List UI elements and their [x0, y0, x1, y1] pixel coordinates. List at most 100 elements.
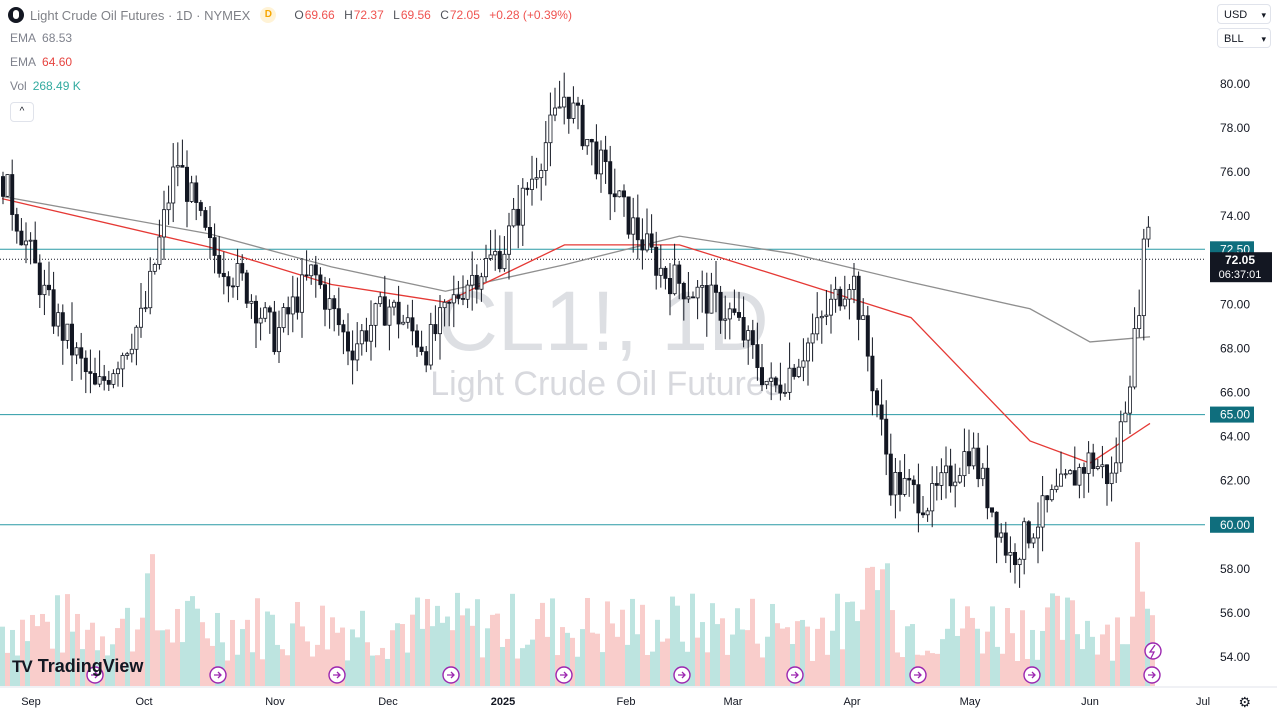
volume-bar	[0, 626, 5, 686]
candle-body	[194, 182, 199, 203]
time-axis[interactable]: Sep Oct Nov Dec 2025 Feb Mar Apr May Jun Jul	[0, 686, 1277, 708]
volume-bar	[540, 602, 545, 686]
volume-bar	[195, 608, 200, 686]
candle-body	[1082, 467, 1087, 474]
volume-bar	[380, 647, 385, 686]
candle-body	[626, 196, 631, 235]
volume-bar	[610, 623, 615, 686]
collapse-legend-button[interactable]: ^	[10, 102, 34, 122]
candle-body	[51, 289, 56, 327]
candle-body	[1132, 328, 1137, 388]
volume-bar	[620, 609, 625, 686]
volume-bar	[635, 634, 640, 686]
volume-bar	[845, 602, 850, 686]
candle-body	[1045, 495, 1050, 501]
volume-bar	[435, 605, 440, 686]
volume-bar	[130, 651, 135, 686]
x-tick-label: Apr	[843, 696, 860, 708]
candle-body	[74, 347, 79, 356]
candle-body	[681, 282, 686, 300]
volume-bar	[345, 660, 350, 686]
volume-bar	[340, 627, 345, 686]
volume-bar	[585, 597, 590, 686]
volume-bar	[360, 610, 365, 686]
volume-bar	[355, 637, 360, 686]
scale-select[interactable]: BLL ▾	[1217, 28, 1271, 48]
last-price-label: 72.05	[1225, 253, 1255, 267]
candle-body	[847, 289, 852, 300]
volume-bar	[625, 644, 630, 686]
symbol-title[interactable]: Light Crude Oil Futures · 1D · NYMEX	[30, 7, 251, 23]
candle-body	[967, 451, 972, 467]
candle-body	[976, 447, 981, 480]
volume-legend[interactable]: Vol 268.49 K	[10, 79, 81, 93]
tradingview-logo[interactable]: TV TradingView	[12, 656, 144, 676]
candle-body	[594, 141, 599, 175]
candle-body	[566, 96, 571, 119]
candle-body	[1137, 315, 1142, 329]
candle-body	[902, 477, 907, 495]
ema-short-line	[1, 197, 1151, 464]
candle-body	[299, 274, 304, 313]
volume-bar	[895, 652, 900, 686]
candle-body	[465, 284, 470, 300]
candle-body	[65, 323, 70, 341]
volume-bar	[1110, 660, 1115, 686]
ema-legend-long[interactable]: EMA 68.53	[10, 31, 73, 45]
volume-bar	[440, 622, 445, 686]
candle-body	[704, 285, 709, 314]
candle-body	[516, 208, 521, 226]
volume-bar	[370, 655, 375, 686]
volume-bar	[1115, 617, 1120, 686]
candle-body	[576, 102, 581, 106]
candle-body	[483, 258, 488, 278]
candle-body	[341, 324, 346, 333]
volume-bar	[890, 610, 895, 686]
currency-select[interactable]: USD ▾	[1217, 4, 1271, 24]
candle-body	[33, 239, 38, 264]
symbol-icon[interactable]	[8, 7, 24, 23]
volume-bar	[925, 650, 930, 686]
volume-bar	[170, 642, 175, 686]
volume-bar	[605, 601, 610, 686]
volume-bar	[55, 595, 60, 686]
candle-body	[1128, 386, 1133, 414]
candle-body	[764, 380, 769, 386]
volume-bar	[1090, 636, 1095, 686]
volume-bar	[750, 598, 755, 686]
volume-bar	[1105, 624, 1110, 686]
candle-body	[548, 114, 553, 144]
gear-icon[interactable]: ⚙	[1238, 694, 1251, 710]
candle-body	[957, 475, 962, 483]
ema-legend-short[interactable]: EMA 64.60	[10, 55, 73, 69]
candle-body	[42, 284, 47, 296]
candle-body	[506, 225, 511, 255]
lightning-icon	[1148, 644, 1156, 659]
volume-bar	[865, 567, 870, 686]
delay-badge[interactable]: D	[260, 7, 277, 23]
x-tick-label: Mar	[724, 696, 743, 708]
candle-body	[686, 296, 691, 300]
volume-bar	[485, 628, 490, 686]
volume-bar	[1020, 610, 1025, 686]
candle-body	[815, 317, 820, 335]
volume-bar	[460, 615, 465, 686]
volume-bar	[655, 619, 660, 686]
volume-bar	[1100, 634, 1105, 686]
volume-bar	[175, 608, 180, 686]
price-axis[interactable]: 80.0078.0076.0074.0072.0070.0068.0066.00…	[1210, 77, 1272, 664]
candle-body	[562, 96, 567, 108]
volume-bar	[285, 655, 290, 686]
y-tick-label: 66.00	[1220, 386, 1250, 400]
candle-body	[10, 174, 15, 215]
volume-bar	[465, 608, 470, 686]
candle-body	[474, 274, 479, 290]
volume-bar	[815, 628, 820, 686]
arrow-right-icon	[214, 671, 222, 679]
volume-bar	[530, 639, 535, 686]
volume-bar	[60, 652, 65, 686]
candle-body	[589, 139, 594, 143]
volume-bar	[385, 658, 390, 686]
y-tick-label: 58.00	[1220, 562, 1250, 576]
